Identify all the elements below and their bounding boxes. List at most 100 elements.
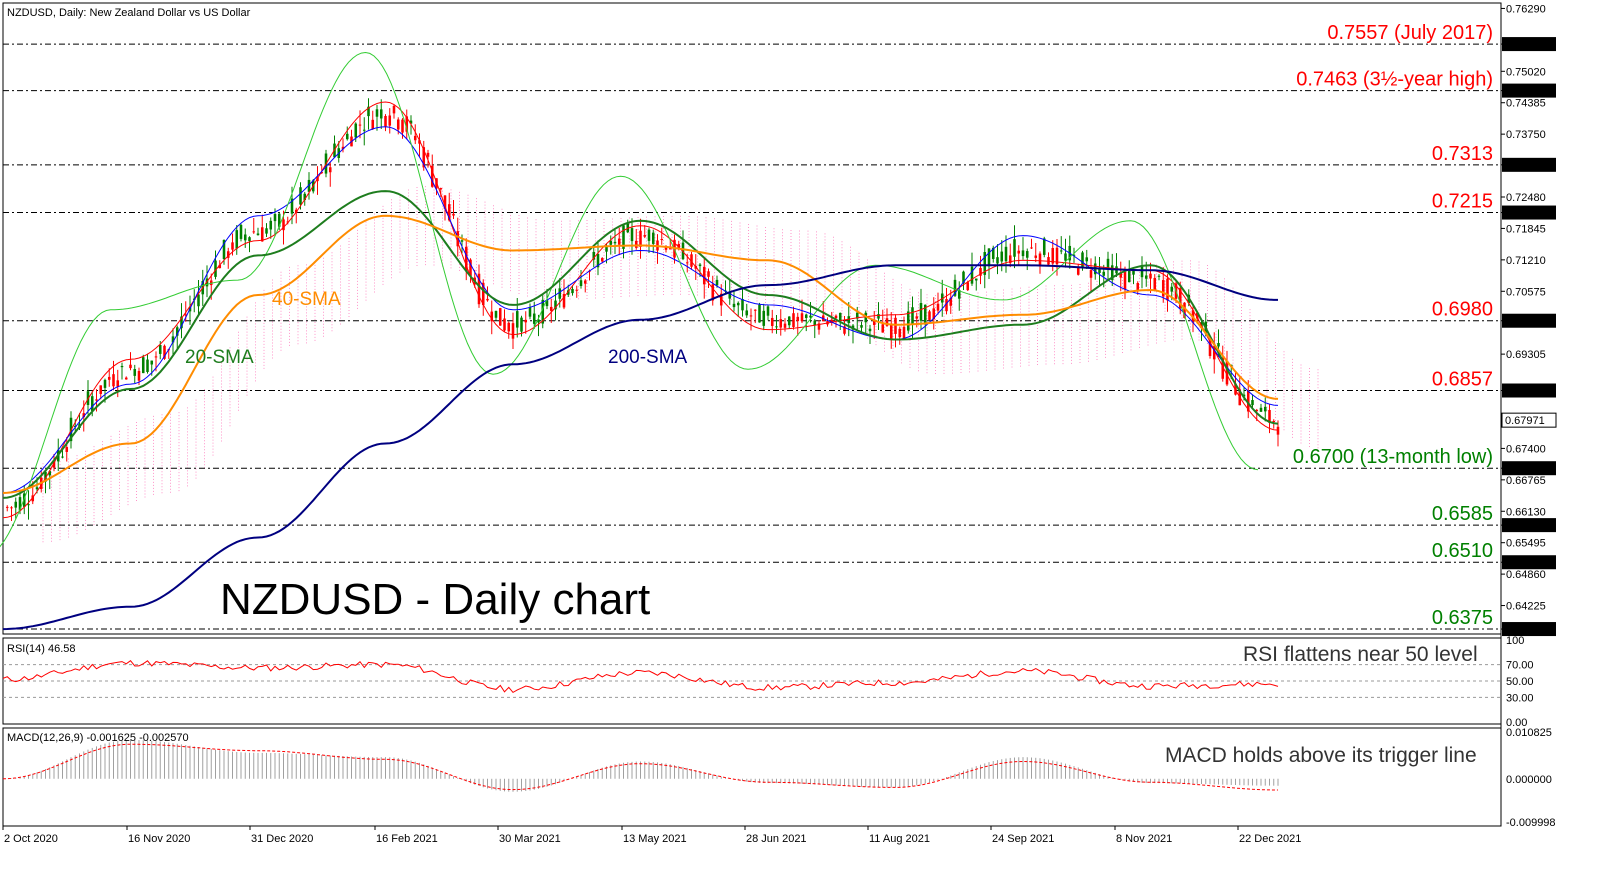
candle-body-21 — [90, 396, 94, 411]
candle-body-247 — [1051, 248, 1055, 264]
candle-body-131 — [558, 288, 562, 299]
kijun-line — [2, 126, 1279, 494]
candle-body-25 — [107, 376, 111, 380]
candle-body-2 — [10, 507, 13, 509]
candle-body-240 — [1021, 250, 1025, 257]
candle-body-96 — [409, 120, 413, 124]
level-axis-tag-text-8: 0.65100 — [1505, 557, 1545, 569]
candle-body-267 — [1136, 283, 1140, 291]
candle-body-212 — [902, 326, 906, 339]
candle-body-182 — [775, 326, 778, 328]
candle-body-3 — [14, 501, 18, 508]
price-tick-label-7: 0.72480 — [1506, 192, 1546, 204]
candle-body-152 — [647, 229, 651, 241]
candle-body-204 — [868, 328, 872, 332]
candle-body-270 — [1149, 273, 1152, 279]
candle-body-94 — [401, 119, 404, 133]
level-axis-tag-4 — [1502, 313, 1556, 328]
candle-body-252 — [1072, 254, 1076, 256]
candle-body-209 — [889, 323, 893, 340]
candle-body-184 — [783, 323, 787, 328]
candle-body-299 — [1272, 420, 1276, 423]
candle-body-258 — [1098, 267, 1101, 273]
price-tick-label-2: 0.75020 — [1506, 66, 1546, 78]
candle-body-284 — [1208, 340, 1212, 356]
candle-body-52 — [222, 239, 226, 260]
candle-body-137 — [583, 280, 587, 284]
rsi-tick-label-4: 0.00 — [1506, 717, 1527, 729]
candle-body-7 — [31, 495, 35, 502]
macd-signal-line — [2, 743, 1278, 791]
macd-panel-frame — [2, 727, 1502, 827]
candle-body-245 — [1042, 238, 1046, 255]
candle-body-211 — [898, 328, 902, 338]
candle-body-67 — [286, 221, 290, 223]
candle-body-210 — [894, 317, 897, 334]
level-label-8: 0.6510 — [1432, 540, 1493, 562]
price-tick-label-23: 0.64860 — [1506, 569, 1546, 581]
candle-body-143 — [609, 240, 613, 245]
level-label-1: 0.7463 (3½-year high) — [1296, 69, 1493, 91]
candle-body-118 — [503, 318, 506, 331]
candle-body-50 — [214, 260, 217, 277]
candle-body-232 — [987, 248, 991, 267]
sma20-label: 20-SMA — [185, 347, 254, 368]
time-tick-label-0: 2 Oct 2020 — [4, 833, 58, 845]
chikou-line — [0, 51, 1259, 548]
candle-body-70 — [299, 187, 302, 205]
candle-body-134 — [571, 288, 574, 294]
candle-body-190 — [809, 315, 812, 318]
price-tick-label-21: 0.65495 — [1506, 538, 1546, 550]
candle-body-295 — [1255, 409, 1259, 412]
candle-body-300 — [1276, 426, 1280, 435]
candle-body-57 — [243, 234, 247, 241]
candle-body-188 — [800, 313, 804, 322]
candle-body-95 — [405, 116, 409, 132]
time-tick-label-4: 30 Mar 2021 — [499, 833, 561, 845]
candle-body-84 — [358, 124, 362, 126]
candle-body-185 — [787, 316, 791, 326]
rsi-grid — [3, 664, 1501, 698]
candle-body-195 — [830, 319, 834, 323]
level-axis-tag-text-0: 0.75570 — [1505, 39, 1545, 51]
candle-body-173 — [736, 302, 740, 306]
candle-body-181 — [770, 317, 774, 326]
time-tick-label-3: 16 Feb 2021 — [376, 833, 438, 845]
candle-body-4 — [18, 497, 22, 511]
candle-body-217 — [923, 304, 927, 325]
candle-body-139 — [592, 251, 596, 260]
candle-body-205 — [872, 319, 876, 326]
candle-body-277 — [1178, 288, 1182, 309]
candle-body-201 — [855, 312, 859, 319]
price-tick-label-4: 0.74385 — [1506, 98, 1546, 110]
sma200-label: 200-SMA — [608, 347, 688, 368]
macd-tick-label-2: -0.009998 — [1506, 817, 1556, 829]
time-tick-label-9: 8 Nov 2021 — [1116, 833, 1172, 845]
candle-body-8 — [35, 487, 39, 490]
candle-body-225 — [957, 289, 961, 299]
candle-body-81 — [345, 133, 349, 140]
candle-body-168 — [715, 279, 719, 286]
candle-body-263 — [1119, 273, 1123, 278]
rsi-axis: 100 70.00 50.00 30.00 0.00 — [1506, 635, 1534, 729]
candle-body-19 — [82, 413, 86, 418]
candle-body-128 — [545, 300, 549, 307]
level-label-9: 0.6375 — [1432, 607, 1493, 629]
indicator-lines — [0, 51, 1279, 631]
candle-body-149 — [634, 240, 638, 248]
level-labels: 0.7557 (July 2017) 0.7463 (3½-year high) 0… — [1293, 22, 1493, 629]
candle-body-224 — [953, 279, 957, 296]
candle-body-180 — [766, 306, 770, 316]
level-label-6: 0.6700 (13-month low) — [1293, 446, 1493, 468]
candle-body-222 — [945, 299, 948, 312]
macd-annotation: MACD holds above its trigger line — [1165, 744, 1477, 767]
candle-body-54 — [231, 242, 234, 250]
candle-body-237 — [1008, 255, 1012, 264]
sma200-line — [2, 264, 1278, 631]
candle-body-142 — [605, 246, 608, 252]
rsi-tick-label-0: 100 — [1506, 635, 1524, 647]
candle-body-159 — [677, 243, 681, 249]
candle-body-83 — [354, 123, 358, 138]
candle-body-93 — [396, 119, 400, 130]
candle-body-129 — [549, 306, 553, 311]
